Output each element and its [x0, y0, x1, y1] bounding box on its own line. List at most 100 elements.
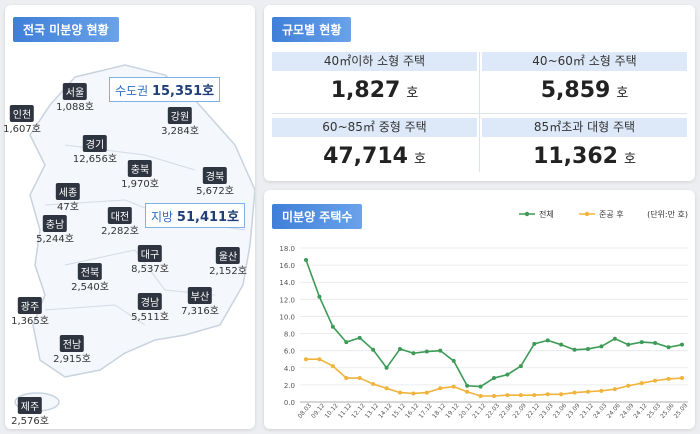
- data-point: [371, 382, 376, 387]
- region-value: 5,672호: [196, 186, 234, 197]
- region-name: 강원: [167, 107, 193, 124]
- x-tick-label: 25.09: [673, 402, 690, 420]
- data-point: [666, 345, 671, 350]
- data-point: [505, 372, 510, 377]
- cell-unit: 호: [406, 86, 419, 101]
- data-point: [304, 357, 308, 362]
- y-tick-label: 4.0: [284, 365, 295, 373]
- y-tick-label: 0.0: [284, 399, 295, 407]
- chart-title: 미분양 주택수: [272, 204, 363, 229]
- x-tick-label: 25.03: [646, 402, 663, 420]
- cell-value: 47,714: [323, 144, 408, 169]
- summary-box: 지방 51,411호: [145, 203, 246, 228]
- cell-value-row: 1,827 호: [272, 78, 477, 103]
- data-point: [384, 365, 389, 370]
- data-point: [505, 393, 510, 398]
- divider: [479, 52, 480, 172]
- data-point: [612, 336, 617, 341]
- y-tick-label: 14.0: [279, 279, 295, 287]
- data-point: [492, 394, 496, 399]
- region-value: 47호: [57, 202, 79, 213]
- x-tick-label: 08.03: [297, 402, 314, 420]
- data-point: [492, 376, 496, 381]
- region-name: 충남: [42, 215, 68, 232]
- data-point: [304, 257, 308, 262]
- panel-title: 전국 미분양 현황: [13, 17, 119, 42]
- region-name: 세종: [55, 183, 81, 200]
- region-name: 대전: [107, 207, 133, 224]
- x-tick-label: 22.12: [525, 402, 542, 420]
- divider: [272, 113, 687, 114]
- x-tick-label: 22.03: [485, 402, 502, 420]
- chart: 0.0 2.0 4.0 6.0 8.0 10.0 12.0 14.0 16.0 18.0 08.03…: [279, 209, 690, 420]
- region-value: 2,576호: [11, 416, 49, 427]
- y-tick-label: 2.0: [284, 382, 295, 390]
- data-point: [653, 340, 658, 345]
- region-value: 2,915호: [53, 354, 91, 365]
- data-point: [357, 376, 362, 381]
- data-point: [411, 391, 416, 396]
- region-name: 제주: [17, 397, 43, 414]
- legend-swatch: [524, 211, 530, 217]
- data-point: [612, 387, 617, 392]
- x-tick-label: 24.12: [632, 402, 649, 420]
- data-point: [680, 342, 684, 347]
- data-point: [438, 348, 443, 353]
- data-point: [680, 376, 684, 381]
- region-value: 1,970호: [121, 179, 159, 190]
- data-point: [545, 338, 550, 343]
- data-point: [559, 342, 564, 347]
- x-tick-label: 22.06: [498, 402, 515, 420]
- data-point: [572, 390, 577, 395]
- data-point: [518, 393, 523, 398]
- x-tick-label: 12.12: [350, 402, 367, 420]
- legend-swatch: [584, 211, 590, 217]
- region-value: 12,656호: [72, 154, 118, 165]
- region-value: 2,540호: [71, 282, 109, 293]
- data-point: [599, 388, 604, 393]
- data-point: [559, 392, 564, 397]
- cell-value-row: 11,362 호: [482, 144, 687, 169]
- data-point: [653, 378, 658, 383]
- data-point: [465, 389, 470, 394]
- data-point: [357, 335, 362, 340]
- region-name: 부산: [187, 287, 213, 304]
- cell-label: 40~60㎡ 소형 주택: [482, 52, 687, 71]
- region-name: 인천: [9, 105, 35, 122]
- region-value: 2,282호: [101, 226, 139, 237]
- data-point: [344, 340, 349, 345]
- region-name: 경북: [202, 167, 228, 184]
- region-name: 전남: [59, 335, 85, 352]
- summary-label: 지방: [151, 210, 174, 224]
- cell-label: 40㎡이하 소형 주택: [272, 52, 477, 71]
- panel-title: 규모별 현황: [272, 17, 352, 42]
- data-point: [666, 376, 671, 381]
- cell-unit: 호: [413, 152, 426, 167]
- x-tick-label: 11.12: [337, 402, 354, 420]
- region-name: 서울: [62, 83, 88, 100]
- region-name: 경기: [82, 135, 108, 152]
- size-card: 규모별 현황 40㎡이하 소형 주택 1,827 호 40~60㎡ 소형 주택 5,85…: [264, 5, 695, 181]
- data-point: [465, 383, 470, 388]
- region-value: 3,284호: [161, 126, 199, 137]
- data-point: [545, 392, 550, 397]
- region-value: 1,607호: [3, 124, 41, 135]
- data-point: [599, 344, 604, 349]
- data-point: [626, 342, 631, 347]
- data-point: [424, 390, 429, 395]
- data-point: [384, 386, 389, 391]
- y-tick-label: 6.0: [284, 348, 295, 356]
- legend-label: 전체: [539, 209, 554, 219]
- data-point: [317, 294, 322, 299]
- x-tick-label: 16.12: [404, 402, 421, 420]
- x-tick-label: 25.06: [659, 402, 676, 420]
- cell-value: 11,362: [533, 144, 618, 169]
- data-point: [398, 346, 402, 351]
- data-point: [518, 364, 523, 369]
- x-tick-label: 19.12: [444, 402, 461, 420]
- y-tick-label: 8.0: [284, 331, 295, 339]
- summary-value: 51,411호: [176, 210, 240, 225]
- summary-label: 수도권: [115, 84, 149, 98]
- x-tick-label: 10.12: [324, 402, 341, 420]
